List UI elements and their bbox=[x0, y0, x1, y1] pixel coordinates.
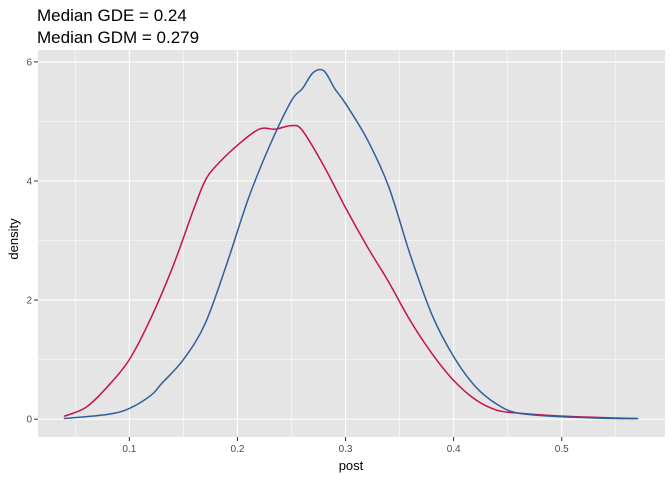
density-line-gde bbox=[63, 124, 639, 420]
y-tick-label: 4 bbox=[26, 176, 32, 187]
plot-panel bbox=[38, 50, 665, 437]
density-line-gdm bbox=[63, 68, 639, 420]
x-axis: 0.1 0.2 0.3 0.4 0.5 bbox=[122, 437, 569, 455]
chart-title-line-2: Median GDM = 0.279 bbox=[37, 28, 199, 47]
x-tick-label: 0.4 bbox=[447, 444, 461, 455]
chart-title-line-1: Median GDE = 0.24 bbox=[37, 6, 187, 25]
y-axis-title: density bbox=[6, 218, 21, 260]
major-gridlines bbox=[38, 50, 665, 437]
x-tick-label: 0.5 bbox=[555, 444, 569, 455]
x-tick-label: 0.2 bbox=[230, 444, 244, 455]
series-layer bbox=[63, 68, 639, 420]
minor-gridlines bbox=[38, 50, 665, 437]
x-tick-label: 0.3 bbox=[339, 444, 353, 455]
y-tick-label: 0 bbox=[26, 415, 32, 426]
y-axis: 0 2 4 6 bbox=[26, 57, 38, 426]
y-tick-label: 6 bbox=[26, 57, 32, 68]
x-tick-label: 0.1 bbox=[122, 444, 136, 455]
x-axis-title: post bbox=[339, 458, 364, 473]
y-tick-label: 2 bbox=[26, 296, 32, 307]
